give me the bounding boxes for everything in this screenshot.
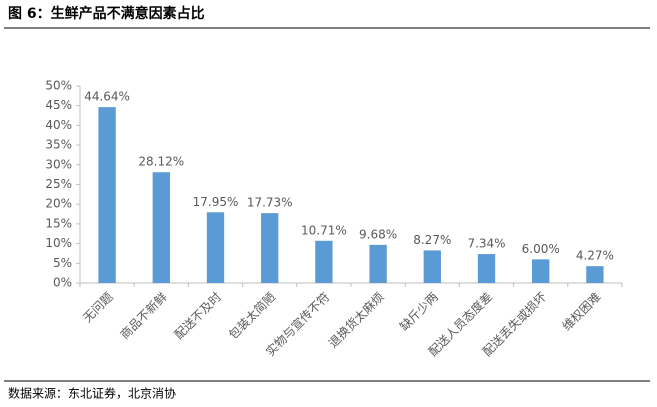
value-label: 6.00% [522, 242, 560, 256]
y-tick-label: 30% [45, 157, 72, 171]
y-tick-label: 25% [45, 177, 72, 191]
value-label: 4.27% [576, 249, 614, 263]
bar [261, 213, 279, 283]
bar [98, 107, 116, 283]
bar [586, 266, 604, 283]
x-tick-label: 商品不新鲜 [117, 289, 170, 342]
value-label: 7.34% [467, 237, 505, 251]
chart-title: 图 6：生鲜产品不满意因素占比 [8, 5, 205, 22]
y-tick-label: 35% [45, 138, 72, 152]
value-label: 9.68% [359, 227, 397, 241]
y-tick-label: 45% [45, 98, 72, 112]
y-tick-label: 0% [53, 276, 72, 290]
bar [369, 244, 387, 283]
bar [477, 254, 496, 283]
x-tick-label: 无问题 [80, 290, 115, 325]
y-tick-label: 20% [45, 197, 72, 211]
y-tick-label: 50% [45, 79, 72, 93]
bar [423, 250, 441, 283]
x-tick-label: 包装太简陋 [225, 289, 278, 342]
bar [206, 212, 225, 283]
value-label: 44.64% [84, 90, 130, 104]
y-tick-label: 40% [45, 118, 72, 132]
y-tick-label: 5% [53, 256, 72, 270]
y-tick-label: 15% [45, 216, 72, 230]
y-tick-label: 10% [45, 236, 72, 250]
x-tick-label: 缺斤少两 [396, 289, 441, 334]
source: 数据来源：东北证券，北京消协 [8, 386, 176, 401]
x-tick-label: 配送不及时 [171, 289, 224, 342]
x-tick-label: 维权困难 [560, 290, 604, 334]
value-label: 17.73% [247, 196, 293, 210]
value-label: 17.95% [193, 195, 239, 209]
bar [152, 172, 170, 283]
bar [532, 259, 550, 283]
bar [315, 240, 333, 283]
value-label: 28.12% [138, 155, 184, 169]
value-label: 10.71% [301, 223, 347, 237]
x-tick-label: 退换货太麻烦 [325, 289, 387, 351]
value-label: 8.27% [413, 233, 451, 247]
